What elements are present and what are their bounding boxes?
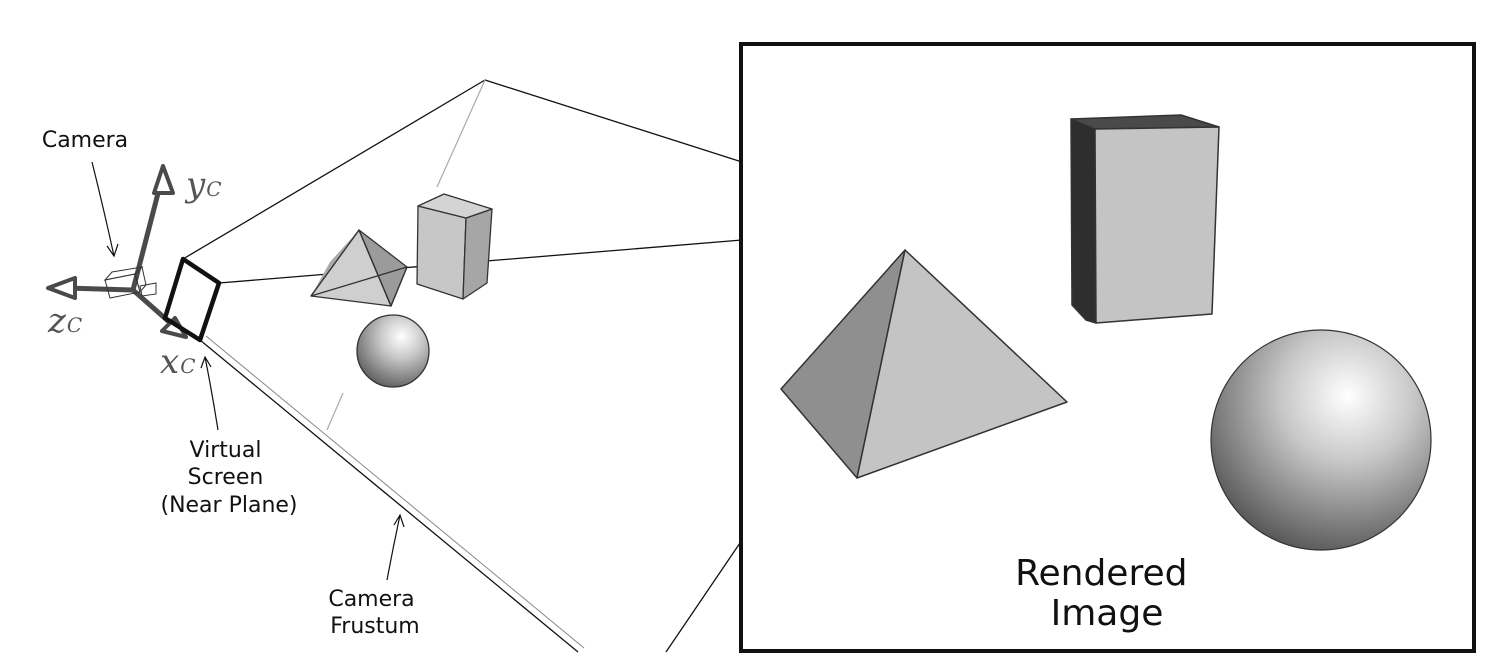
z-axis-line (63, 285, 136, 293)
x-axis-label: xC (160, 342, 196, 382)
camera-label: Camera (42, 128, 128, 153)
y-axis-arrowhead (152, 164, 175, 195)
rendered-image-label: Rendered Image (1015, 553, 1199, 634)
rendered-sphere (1210, 329, 1432, 551)
pyramid-small (310, 229, 408, 307)
frustum-edge-top-left (182, 79, 486, 260)
camera-pointer (91, 161, 119, 258)
virtual-screen (162, 256, 222, 343)
box-small (416, 193, 493, 300)
frustum-edge-top-right (484, 79, 743, 163)
camera-frustum (182, 79, 743, 653)
frustum-edge-bottom (199, 339, 579, 653)
z-axis-label: zC (47, 301, 82, 341)
camera-body (103, 266, 157, 299)
rendered-box (1070, 114, 1220, 324)
camera-frustum-pointer (386, 513, 405, 581)
rendered-pyramid (780, 249, 1068, 479)
y-axis-label: yC (184, 165, 222, 205)
frustum-edge-hidden-top (436, 79, 486, 188)
rendered-image-panel: Rendered Image (739, 42, 1476, 653)
frustum-edge-inner (205, 335, 585, 649)
frustum-edge-bottom-right (665, 539, 743, 653)
sphere-small (356, 314, 430, 388)
frustum-edge-hidden-bottom (326, 392, 344, 431)
scene-objects (310, 193, 493, 388)
camera-frustum-label: Camera Frustum (328, 587, 421, 639)
z-axis-arrowhead (46, 276, 77, 300)
virtual-screen-pointer (200, 355, 219, 431)
virtual-screen-label: Virtual Screen (Near Plane) (160, 438, 297, 518)
